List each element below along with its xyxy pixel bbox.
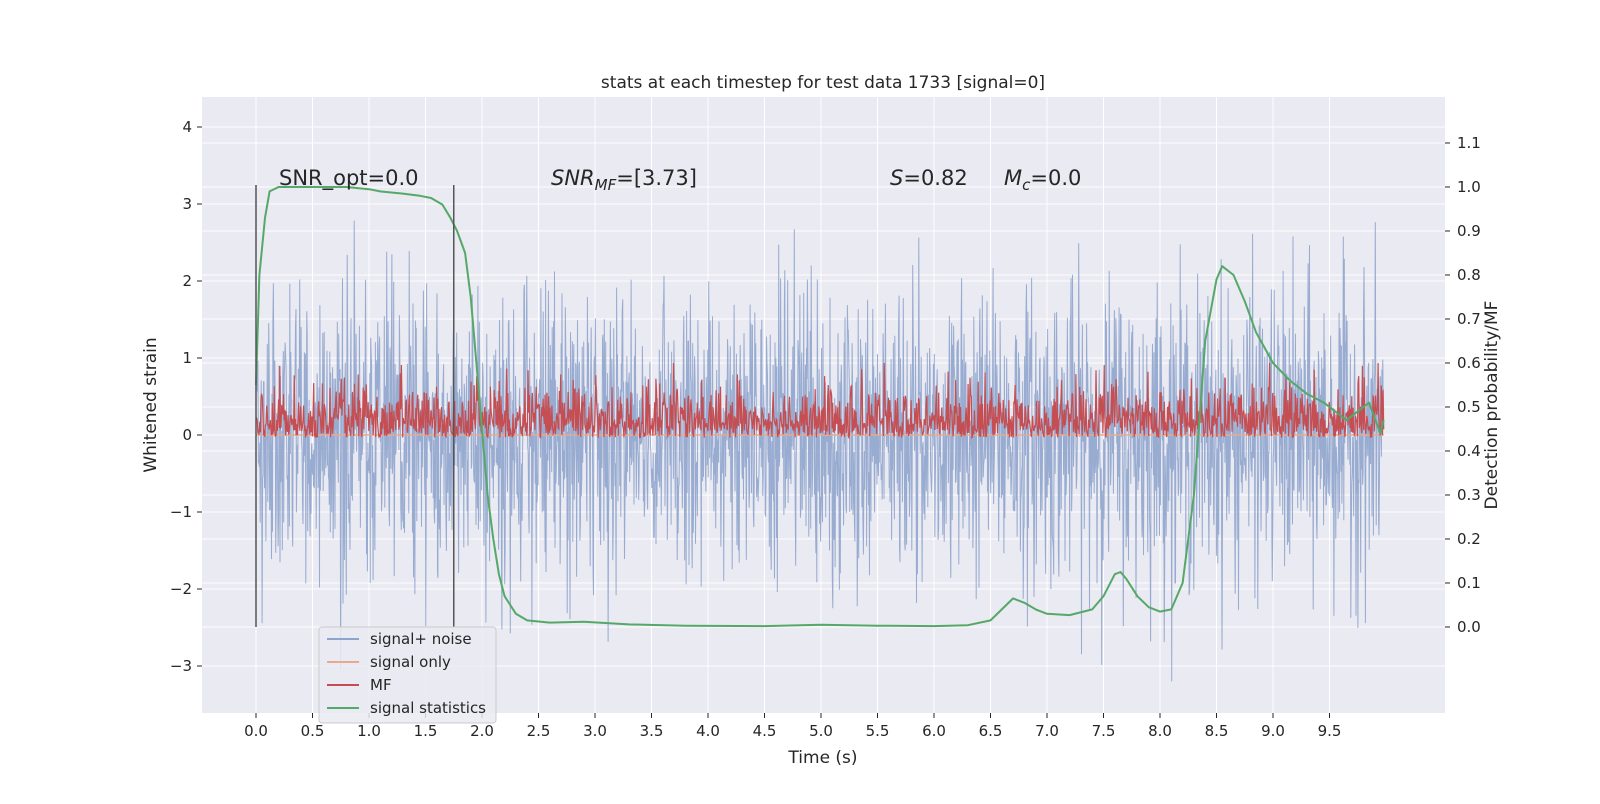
y-right-tick-label: 1.1 [1457,134,1481,152]
y-right-tick-label: 0.7 [1457,310,1481,328]
annotation-snr-mf-sub: MF [595,176,617,194]
legend-label-signal-only: signal only [370,653,451,671]
annotation-snr-mf-value: =[3.73] [616,166,697,190]
x-tick-label: 6.0 [922,722,946,740]
y-right-tick-label: 0.9 [1457,222,1481,240]
y-axis-label-left: Whitened strain [141,337,161,472]
legend: signal+ noise signal only MF signal stat… [318,626,497,724]
x-tick-label: 7.5 [1092,722,1116,740]
annotation-snr-mf-base: SNR [551,166,595,190]
x-axis-label: Time (s) [787,748,857,768]
y-left-tick-label: 2 [182,272,192,290]
x-tick-label: 3.5 [640,722,664,740]
y-left-tick-label: 4 [182,118,192,136]
y-right-tick-label: 0.6 [1457,354,1481,372]
y-left-tick-label: 1 [182,349,192,367]
y-axis-label-right: Detection probability/MF [1482,301,1502,510]
x-tick-label: 8.5 [1205,722,1229,740]
legend-label-signal-statistics: signal statistics [370,699,486,717]
annotation-s-symbol: S [890,166,903,190]
x-tick-label: 2.0 [470,722,494,740]
y-right-tick-label: 0.3 [1457,486,1481,504]
y-left-tick-label: −1 [170,503,192,521]
legend-label-mf: MF [370,676,392,694]
y-left-tick-label: −2 [170,580,192,598]
x-tick-label: 4.0 [696,722,720,740]
annotation-s: S=0.82 [890,166,968,190]
y-right-tick-label: 0.0 [1457,618,1481,636]
x-tick-label: 1.5 [414,722,438,740]
series-mf [255,362,1385,440]
x-tick-label: 9.0 [1261,722,1285,740]
x-tick-label: 5.0 [809,722,833,740]
y-right-tick-label: 0.4 [1457,442,1481,460]
x-tick-label: 5.5 [866,722,890,740]
y-right-tick-label: 0.2 [1457,530,1481,548]
x-tick-label: 6.5 [979,722,1003,740]
annotation-mc-value: =0.0 [1030,166,1081,190]
y-left-tick-label: 0 [182,426,192,444]
y-right-tick-label: 1.0 [1457,178,1481,196]
y-left-tick-label: 3 [182,195,192,213]
x-tick-label: 2.5 [527,722,551,740]
chart-title: stats at each timestep for test data 173… [601,73,1045,93]
annotation-snr-mf: SNRMF=[3.73] [551,166,697,194]
ticks: 0.0 0.5 1.0 1.5 2.0 2.5 3.0 3.5 4.0 4.5 5.0 5.5 6.0 6… [170,118,1481,740]
y-right-tick-label: 0.8 [1457,266,1481,284]
series-signal-statistics [255,186,1385,628]
y-right-tick-label: 0.5 [1457,398,1481,416]
x-tick-label: 0.5 [301,722,325,740]
x-tick-label: 4.5 [753,722,777,740]
x-tick-label: 3.0 [583,722,607,740]
x-tick-label: 8.0 [1148,722,1172,740]
annotation-snr-opt: SNR_opt=0.0 [279,166,419,191]
legend-label-signal-noise: signal+ noise [370,630,472,648]
annotation-mc: Mc=0.0 [1004,166,1081,194]
data-layer [255,186,1385,682]
annotation-s-value: =0.82 [903,166,967,190]
annotation-mc-sub: c [1022,176,1031,194]
series-signal-noise [255,220,1385,682]
legend-box [318,626,497,724]
x-tick-label: 7.0 [1035,722,1059,740]
x-tick-label: 9.5 [1318,722,1342,740]
x-tick-label: 1.0 [357,722,381,740]
y-right-tick-label: 0.1 [1457,574,1481,592]
x-tick-label: 0.0 [244,722,268,740]
annotation-mc-base: M [1004,166,1022,190]
y-left-tick-label: −3 [170,657,192,675]
vertical-markers [255,185,455,627]
